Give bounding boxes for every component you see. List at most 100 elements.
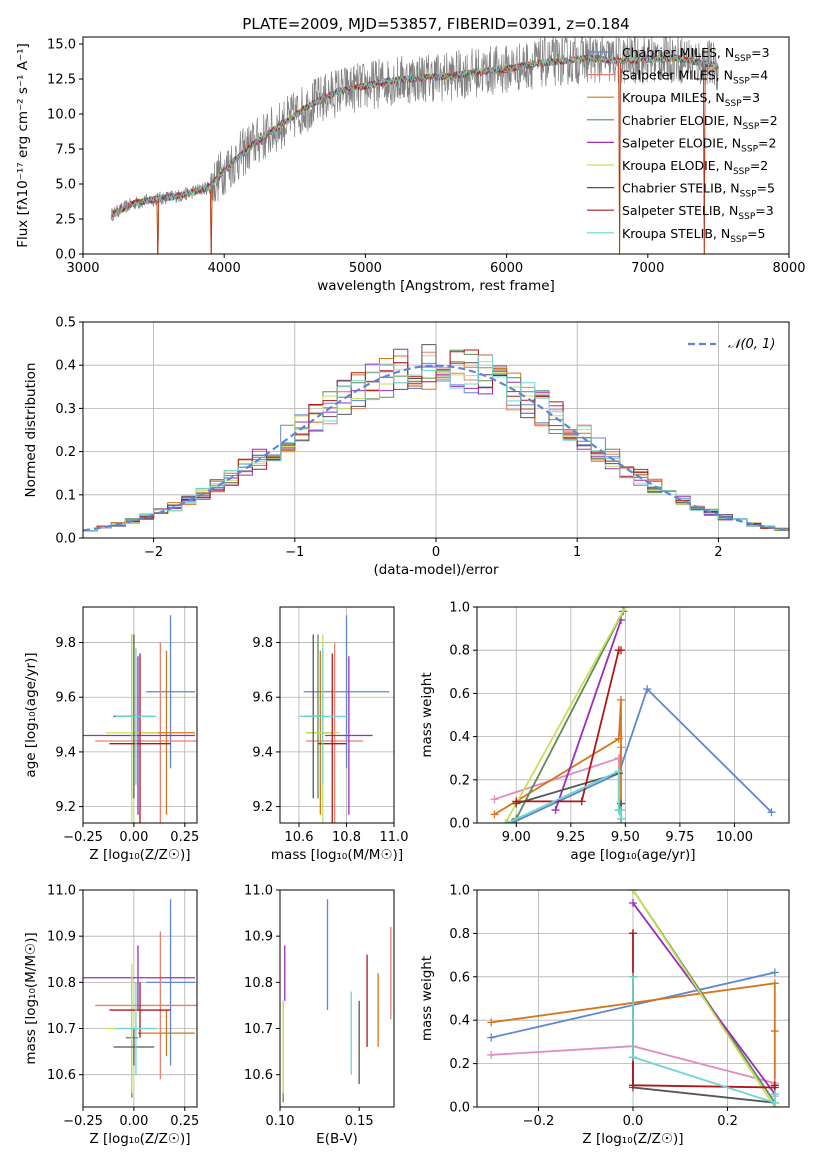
x-axis-label: Z [log₁₀(Z/Z☉)] [582, 1131, 683, 1147]
panel-spectrum: 3000 4000 5000 6000 7000 8000 0.0 2.5 5.0 7.5 10.0… [15, 36, 806, 294]
y-tick-label: 0.8 [449, 644, 470, 659]
x-tick-label: 0.00 [119, 1114, 148, 1129]
series-marker-salpeter_miles_line [490, 795, 499, 804]
x-tick-label: 9.75 [665, 830, 694, 845]
y-tick-label: 0.0 [449, 1101, 470, 1116]
x-tick-label: −2 [144, 545, 163, 560]
plot-area-spectrum [110, 37, 719, 254]
series-marker-kroupa_stelib [770, 1098, 779, 1107]
series-marker-kroupa_elodie [501, 819, 510, 823]
series-marker-kroupa_stelib [770, 1089, 779, 1098]
y-axis-label: mass [log₁₀(M/M☉)] [23, 932, 39, 1064]
series-marker-kroupa_miles_line [617, 695, 625, 704]
series-marker-kroupa_elodie [621, 607, 630, 611]
series-marker-salpeter_elodie [551, 806, 560, 815]
x-tick-label: 9.25 [556, 830, 585, 845]
axes-frame [82, 889, 198, 1108]
x-tick-label: 0.00 [119, 830, 148, 845]
x-tick-label: 7000 [631, 261, 664, 276]
y-tick-label: 0.1 [55, 488, 76, 503]
legend-label: Chabrier STELIB, NSSP=5 [622, 181, 775, 200]
y-tick-label: 0.4 [449, 730, 470, 745]
x-axis-label: age [log₁₀(age/yr)] [570, 847, 695, 863]
series-marker-salpeter_stelib [629, 929, 637, 938]
series-marker-salpeter_stelib [617, 646, 625, 655]
x-tick-label: 8000 [772, 261, 805, 276]
x-tick-label: −0.25 [63, 1114, 103, 1129]
series-marker-salpeter_stelib [770, 1081, 779, 1090]
x-tick-label: 5000 [349, 261, 382, 276]
series-marker-salpeter_elodie [629, 899, 637, 908]
legend-label: Salpeter ELODIE, NSSP=2 [622, 135, 776, 154]
y-tick-label: 9.8 [55, 636, 76, 651]
y-tick-label: 0.2 [55, 445, 76, 460]
y-tick-label: 12.5 [47, 73, 76, 88]
normal-curve [83, 364, 789, 532]
series-marker-kroupa_miles_line [614, 734, 623, 743]
series-marker-kroupa_miles_line [770, 979, 779, 988]
series-marker-kroupa_stelib [617, 806, 625, 815]
y-tick-label: 1.0 [449, 884, 470, 899]
axes-frame [82, 36, 790, 255]
series-marker-kroupa_stelib [614, 767, 623, 776]
x-tick-label: 0.25 [170, 830, 199, 845]
plot-area-weight_vs_age [490, 607, 776, 823]
series-line-salpeter_miles_line [494, 747, 622, 801]
legend-label: Chabrier ELODIE, NSSP=2 [622, 113, 778, 132]
y-tick-label: 9.4 [252, 745, 273, 760]
y-tick-label: 7.5 [55, 143, 76, 158]
y-tick-label: 9.2 [55, 800, 76, 815]
histogram-kroupa_stelib [83, 354, 789, 532]
x-axis-label: Z [log₁₀(Z/Z☉)] [89, 847, 190, 863]
panel-mass_vs_Z: −0.25 0.00 0.25 10.6 10.7 10.8 10.9 11.0 Z [log₁… [23, 884, 199, 1148]
axes-frame [279, 889, 395, 1108]
x-tick-label: −0.25 [63, 830, 103, 845]
legend-label: Kroupa STELIB, NSSP=5 [622, 226, 766, 245]
x-tick-label: 9.50 [611, 830, 640, 845]
model-line-kroupa_stelib [110, 53, 719, 219]
x-tick-label: −1 [285, 545, 304, 560]
series-line-salpeter_elodie [554, 619, 622, 811]
series-marker-kroupa_miles_line [490, 810, 499, 819]
x-tick-label: 10.6 [285, 830, 314, 845]
legend-label: Kroupa ELODIE, NSSP=2 [622, 158, 768, 177]
axes-frame [279, 606, 395, 824]
x-tick-label: 10.00 [716, 830, 753, 845]
series-line-kroupa_elodie [632, 890, 776, 1107]
x-tick-label: 0.10 [266, 1114, 295, 1129]
x-tick-label: 9.00 [502, 830, 531, 845]
series-line-kroupa_miles_line [494, 699, 622, 823]
series-marker-kroupa_miles_line [487, 1018, 496, 1027]
y-tick-label: 2.5 [55, 213, 76, 228]
series-marker-salpeter_stelib [512, 797, 521, 806]
x-tick-label: 0 [432, 545, 440, 560]
series-marker-salpeter_stelib [577, 797, 586, 806]
x-tick-label: 11.0 [380, 830, 409, 845]
series-marker-kroupa_stelib [503, 819, 512, 823]
legend-label: Kroupa MILES, NSSP=3 [622, 90, 760, 109]
y-tick-label: 0.6 [449, 687, 470, 702]
y-tick-label: 0.2 [449, 1057, 470, 1072]
x-axis-label: mass [log₁₀(M/M☉)] [271, 847, 403, 863]
y-tick-label: 9.6 [252, 691, 273, 706]
y-tick-label: 0.6 [449, 970, 470, 985]
y-tick-label: 10.0 [47, 108, 76, 123]
y-tick-label: 0.8 [449, 927, 470, 942]
x-tick-label: 3000 [66, 261, 99, 276]
legend-label-normal: 𝒩(0, 1) [728, 337, 775, 352]
x-axis-label: (data-model)/error [373, 562, 499, 578]
plot-area-age_vs_mass [299, 615, 390, 823]
plot-area-residuals [83, 344, 789, 532]
y-tick-label: 9.8 [252, 636, 273, 651]
legend: Chabrier MILES, NSSP=3 Salpeter MILES, NS… [587, 45, 778, 245]
y-tick-label: 11.0 [244, 884, 273, 899]
y-tick-label: 0.0 [449, 817, 470, 832]
panel-age_vs_mass: 10.6 10.8 11.0 9.2 9.4 9.6 9.8 mass [log₁₀(M/M☉… [252, 606, 409, 863]
y-tick-label: 0.0 [55, 532, 76, 547]
x-tick-label: 0.2 [717, 1114, 738, 1129]
panel-mass_vs_ebv: 0.10 0.15 10.6 10.7 10.8 10.9 11.0 E(B-V) [244, 884, 395, 1147]
y-axis-label: Normed distribution [23, 363, 39, 498]
series-marker-chabrier_miles [767, 808, 776, 817]
x-tick-label: 4000 [208, 261, 241, 276]
